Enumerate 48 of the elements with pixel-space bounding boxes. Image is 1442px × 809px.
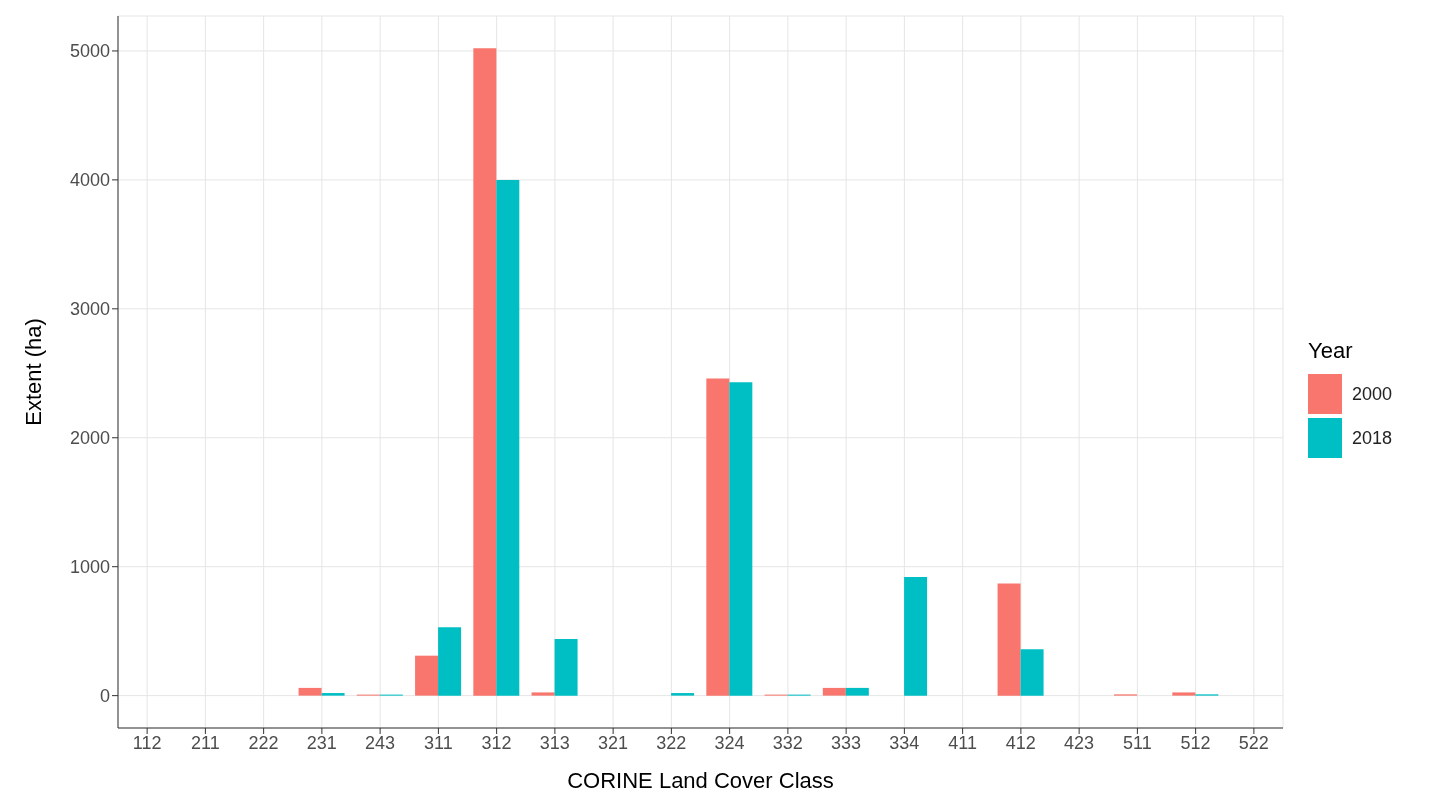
x-tick-label: 512 <box>1180 732 1211 753</box>
x-tick-label: 423 <box>1064 732 1095 753</box>
y-tick-label: 5000 <box>69 41 110 62</box>
bar <box>1172 692 1196 696</box>
x-tick-label: 311 <box>424 732 453 753</box>
x-tick-label: 231 <box>306 732 337 753</box>
x-tick-label: 321 <box>598 732 629 753</box>
x-tick-label: 522 <box>1238 732 1269 753</box>
bar <box>729 382 753 696</box>
x-tick-label: 324 <box>714 732 745 753</box>
x-tick-label: 243 <box>365 732 396 753</box>
legend-title: Year <box>1308 338 1354 364</box>
x-tick-label: 211 <box>191 732 220 753</box>
x-tick-label: 412 <box>1005 732 1036 753</box>
x-tick-label: 511 <box>1123 732 1152 753</box>
bar <box>473 48 497 696</box>
y-tick-label: 2000 <box>69 428 110 449</box>
bar <box>706 378 730 696</box>
bar <box>997 583 1021 696</box>
bar <box>438 627 462 696</box>
x-axis-title: CORINE Land Cover Class <box>567 768 834 793</box>
x-tick-label: 112 <box>132 732 162 753</box>
legend-label: 2018 <box>1352 427 1393 449</box>
bar <box>298 687 322 696</box>
x-tick-label: 322 <box>656 732 687 753</box>
bar <box>822 687 846 696</box>
x-tick-label: 332 <box>772 732 803 753</box>
bar <box>321 693 345 696</box>
y-tick-label: 4000 <box>69 170 110 191</box>
x-tick-label: 334 <box>889 732 920 753</box>
y-tick-label: 3000 <box>69 299 110 320</box>
x-tick-label: 222 <box>248 732 279 753</box>
bar <box>554 638 578 696</box>
bar <box>1020 649 1044 696</box>
bar <box>671 693 695 696</box>
x-tick-label: 411 <box>948 732 977 753</box>
bar <box>496 179 520 696</box>
x-tick-label: 333 <box>831 732 862 753</box>
x-tick-label: 313 <box>539 732 570 753</box>
bar <box>904 577 928 696</box>
bar <box>845 687 869 696</box>
bar <box>531 692 555 696</box>
x-tick-label: 312 <box>481 732 512 753</box>
y-tick-label: 0 <box>99 686 110 707</box>
legend-label: 2000 <box>1352 383 1393 405</box>
bar <box>415 655 439 696</box>
y-tick-label: 1000 <box>69 557 110 578</box>
y-axis-title: Extent (ha) <box>20 318 46 426</box>
